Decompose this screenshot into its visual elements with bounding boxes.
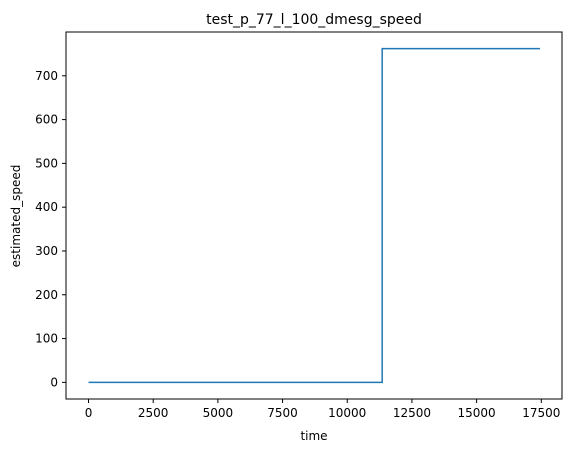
y-tick-label: 600	[35, 113, 58, 127]
y-tick-label: 100	[35, 332, 58, 346]
y-tick-label: 200	[35, 288, 58, 302]
x-axis-label: time	[300, 429, 327, 443]
x-tick-label: 7500	[267, 406, 298, 420]
y-axis: 0 100 200 300 400 500 600 700	[35, 69, 66, 389]
x-axis: 0 2500 5000 7500 10000 12500 15000 17500	[85, 399, 560, 420]
plot-frame	[65, 31, 563, 400]
x-tick-label: 0	[85, 406, 93, 420]
chart-title: test_p_77_l_100_dmesg_speed	[206, 12, 422, 28]
x-tick-label: 12500	[393, 406, 431, 420]
x-tick-label: 2500	[138, 406, 169, 420]
y-tick-label: 400	[35, 200, 58, 214]
y-axis-label: estimated_speed	[9, 165, 23, 268]
x-tick-label: 15000	[458, 406, 496, 420]
y-tick-label: 500	[35, 156, 58, 170]
y-tick-label: 0	[50, 375, 58, 389]
x-tick-label: 5000	[203, 406, 234, 420]
y-tick-label: 700	[35, 69, 58, 83]
x-tick-label: 10000	[328, 406, 366, 420]
series-group	[88, 47, 541, 384]
x-tick-label: 17500	[522, 406, 560, 420]
series-line	[88, 47, 541, 384]
y-tick-label: 300	[35, 244, 58, 258]
